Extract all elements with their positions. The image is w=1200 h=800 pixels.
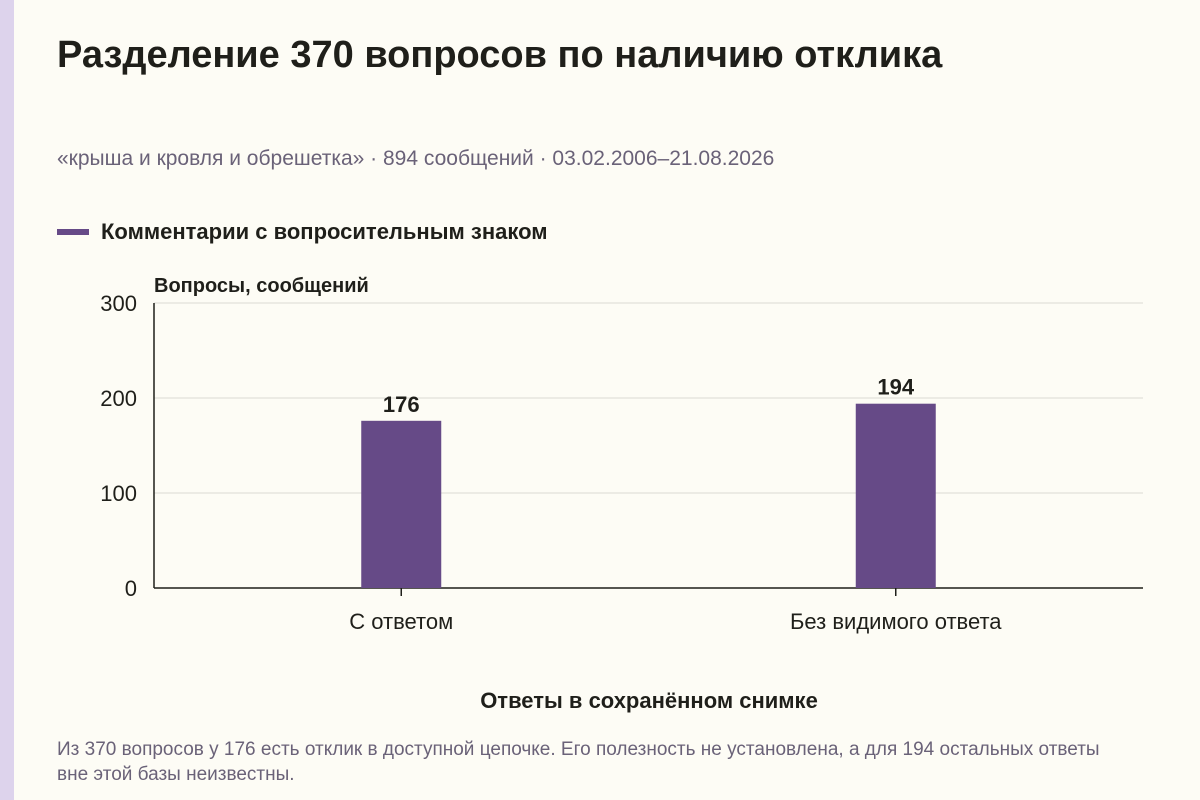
y-tick-label-100: 100 [100, 481, 137, 506]
legend: Комментарии с вопросительным знаком [57, 219, 548, 245]
legend-swatch [57, 229, 89, 235]
legend-label: Комментарии с вопросительным знаком [101, 219, 548, 244]
chart-title: Разделение 370 вопросов по наличию откли… [57, 34, 943, 76]
x-axis-label: Ответы в сохранённом снимке [480, 688, 818, 713]
data-label-2: 194 [877, 375, 914, 400]
bar-1 [361, 420, 442, 588]
y-axis-label: Вопросы, сообщений [154, 275, 369, 297]
chart-subtitle: «крыша и кровля и обрешетка» · 894 сообщ… [57, 147, 775, 170]
x-tick-label-1: С ответом [349, 609, 453, 634]
bar-2 [855, 403, 936, 588]
x-tick-label-2: Без видимого ответа [790, 609, 1002, 634]
y-tick-label-0: 0 [125, 576, 137, 601]
y-tick-label-200: 200 [100, 386, 137, 411]
left-accent-bar [0, 0, 14, 800]
y-tick-label-300: 300 [100, 291, 137, 316]
bar-chart: Вопросы, сообщений Ответы в сохранённом … [100, 275, 1143, 713]
footnote: Из 370 вопросов у 176 есть отклик в дост… [57, 739, 1100, 785]
data-label-1: 176 [383, 392, 420, 417]
